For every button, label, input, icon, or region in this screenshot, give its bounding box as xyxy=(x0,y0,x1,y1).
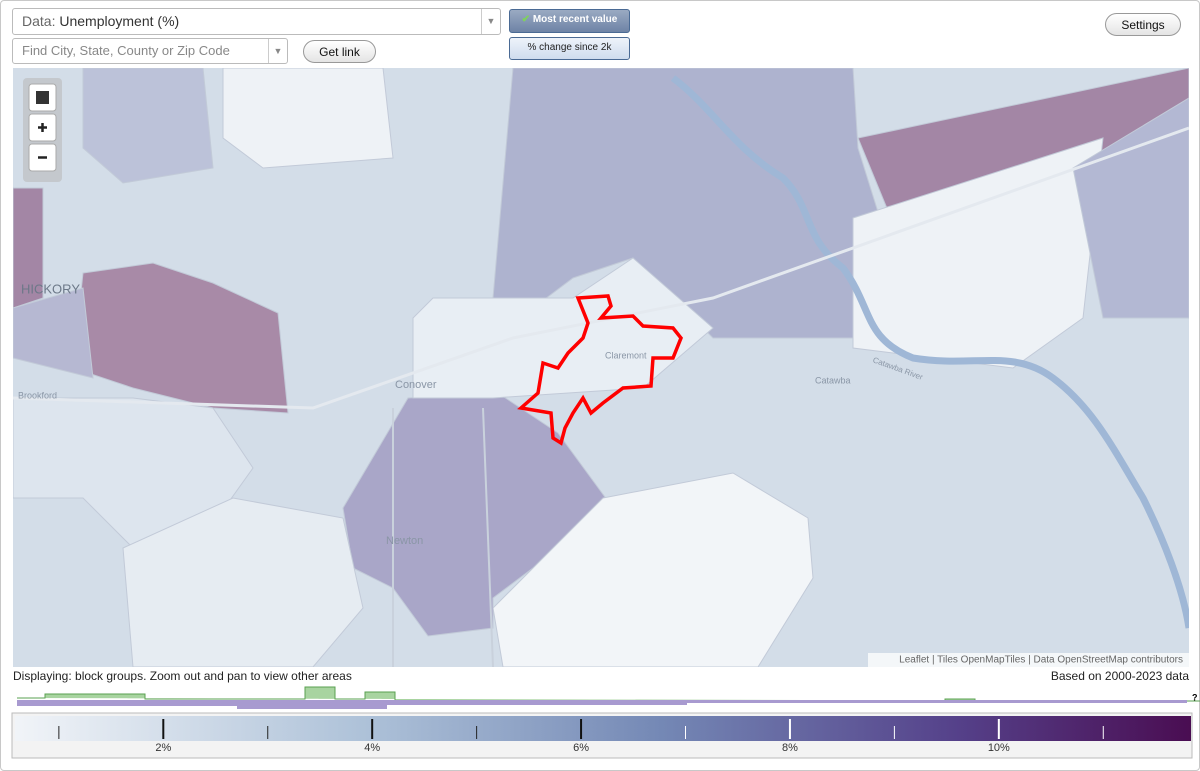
dropdown-arrow: ▼ xyxy=(268,39,287,63)
tick-label: 2% xyxy=(155,742,171,754)
map-label: Conover xyxy=(395,379,437,391)
get-link-button[interactable]: Get link xyxy=(303,40,376,63)
road xyxy=(392,407,494,667)
region xyxy=(1072,97,1189,319)
fullscreen-icon xyxy=(36,91,49,104)
search-input[interactable]: Find City, State, County or Zip Code ▼ xyxy=(12,38,288,64)
tick-label: 10% xyxy=(988,742,1010,754)
plus-icon xyxy=(38,123,47,132)
data-label: Data: xyxy=(22,13,56,29)
region xyxy=(222,68,394,169)
displaying-text: Displaying: block groups. Zoom out and p… xyxy=(13,669,352,683)
attribution-background xyxy=(868,653,1189,667)
histogram-current xyxy=(17,686,1200,702)
data-select[interactable]: Data: Unemployment (%) ▼ xyxy=(12,8,501,35)
legend: ? 2% 4% 6% 8% 10% xyxy=(11,686,1200,759)
region xyxy=(13,287,94,379)
most-recent-toggle[interactable]: ✔ Most recent value xyxy=(509,9,630,33)
region xyxy=(122,497,364,667)
map-label: Newton xyxy=(386,535,423,547)
map-label: Brookford xyxy=(18,390,57,400)
tick-label: 8% xyxy=(782,742,798,754)
data-value: Unemployment (%) xyxy=(59,13,180,29)
region xyxy=(857,68,1189,224)
dropdown-arrow: ▼ xyxy=(481,9,500,34)
region xyxy=(852,137,1104,369)
river xyxy=(670,75,1189,629)
map[interactable]: HICKORY Brookford Conover Claremont Cata… xyxy=(13,68,1189,667)
region xyxy=(13,187,44,309)
based-on-text: Based on 2000-2023 data xyxy=(1050,669,1189,683)
tick-label: 4% xyxy=(364,742,380,754)
region xyxy=(492,472,814,667)
color-scale xyxy=(15,716,1191,741)
attribution: Leaflet | Tiles OpenMapTiles | Data Open… xyxy=(899,655,1183,666)
tick-label: 6% xyxy=(573,742,589,754)
map-label: Catawba xyxy=(815,375,851,385)
map-label: HICKORY xyxy=(21,281,80,296)
selected-area-outline[interactable] xyxy=(517,294,684,446)
pct-change-toggle[interactable]: % change since 2k xyxy=(509,37,630,60)
histogram-help[interactable]: ? xyxy=(1192,692,1198,702)
highway xyxy=(13,126,1189,410)
zoom-controls xyxy=(28,83,57,172)
most-recent-label: Most recent value xyxy=(532,14,618,25)
histogram-baseline xyxy=(17,700,1187,709)
search-placeholder: Find City, State, County or Zip Code xyxy=(22,43,230,58)
map-label: Claremont xyxy=(605,350,647,360)
settings-button[interactable]: Settings xyxy=(1105,13,1181,36)
region xyxy=(82,68,214,184)
